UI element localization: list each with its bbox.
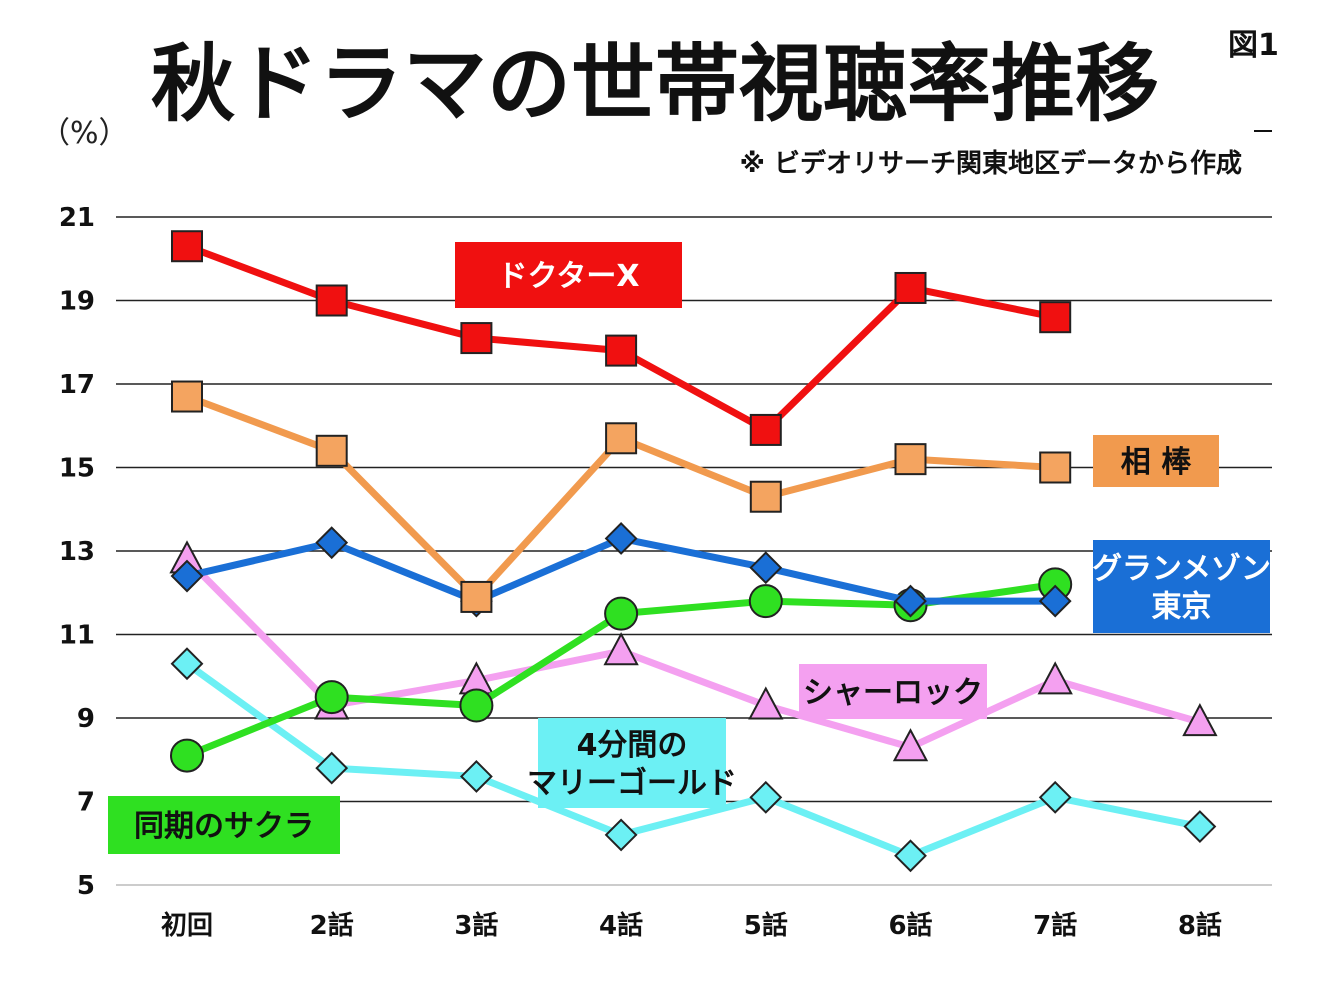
y-tick-label: 9	[77, 704, 95, 734]
data-point	[748, 584, 783, 619]
data-point	[460, 322, 493, 355]
data-point	[749, 413, 782, 446]
y-tick-label: 21	[59, 203, 95, 233]
data-point	[894, 839, 927, 873]
series-lines	[169, 230, 1218, 873]
series-label-text: シャーロック	[803, 676, 983, 711]
data-point	[1038, 780, 1072, 814]
figure-label: 図1	[1228, 28, 1279, 63]
data-point	[314, 680, 349, 715]
x-tick-label: 5話	[744, 910, 788, 941]
y-tick-label: 15	[59, 454, 95, 484]
data-point	[749, 551, 783, 585]
data-point	[1039, 451, 1072, 484]
series-line	[183, 660, 1204, 860]
data-point	[894, 443, 927, 476]
x-tick-label: 8話	[1178, 910, 1222, 941]
series-label-text: グランメゾン	[1092, 552, 1271, 587]
x-tick-label: 7話	[1033, 910, 1077, 941]
data-point	[894, 271, 927, 304]
data-point	[1037, 661, 1073, 695]
data-point	[605, 422, 638, 455]
data-point	[171, 380, 203, 413]
series-label-text: 同期のサクラ	[134, 809, 314, 844]
x-tick-label: 2話	[310, 910, 354, 941]
data-point	[459, 688, 494, 723]
data-point	[315, 751, 349, 785]
y-tick-label: 11	[59, 621, 95, 651]
series-label-box	[538, 718, 726, 808]
y-tick-label: 17	[59, 370, 95, 400]
x-tick-label: 初回	[161, 911, 213, 941]
data-point	[170, 738, 204, 773]
data-point	[892, 728, 929, 762]
data-point	[604, 522, 638, 555]
data-point	[605, 334, 638, 367]
series-label-box	[455, 242, 682, 308]
series-label-box	[1093, 540, 1270, 633]
series-label-text: ドクターX	[498, 259, 640, 294]
x-axis-ticks: 初回 2話 3話 4話 5話 6話 7話 8話	[161, 910, 1222, 941]
data-point	[604, 818, 638, 852]
y-axis-unit: （%）	[40, 116, 129, 151]
series-label-text: 東京	[1152, 590, 1212, 625]
data-point	[894, 584, 927, 618]
series-label-box	[799, 664, 987, 719]
x-tick-label: 6話	[888, 910, 932, 941]
series-label-box	[108, 796, 340, 854]
y-tick-label: 13	[59, 537, 95, 567]
data-point	[170, 559, 204, 593]
data-point	[1182, 703, 1218, 737]
data-point	[1183, 810, 1217, 843]
data-point	[749, 780, 783, 814]
source-note: ※ ビデオリサーチ関東地区データから作成	[740, 148, 1242, 179]
data-point	[315, 284, 348, 317]
data-point	[1038, 584, 1072, 618]
y-tick-label: 5	[77, 871, 95, 901]
data-point	[459, 760, 493, 793]
data-point	[749, 480, 782, 513]
data-point	[315, 526, 349, 560]
data-point	[460, 580, 493, 613]
x-tick-label: 3話	[454, 910, 498, 941]
data-point	[315, 434, 348, 467]
data-point	[1039, 301, 1072, 334]
series-label-box	[1093, 435, 1219, 487]
data-point	[170, 647, 204, 681]
data-point	[171, 230, 203, 263]
series-label-text: 相 棒	[1121, 445, 1192, 480]
series-label-text: 4分間の	[577, 728, 688, 763]
data-point	[604, 596, 639, 631]
y-tick-label: 19	[59, 287, 95, 317]
data-point	[748, 686, 784, 720]
y-tick-label: 7	[77, 788, 95, 818]
x-tick-label: 4話	[599, 910, 643, 941]
y-axis-ticks: 5 7 9 11 13 15 17 19 21	[59, 203, 95, 901]
data-point	[603, 632, 639, 666]
chart-title: 秋ドラマの世帯視聴率推移	[151, 35, 1159, 133]
series-label-text: マリーゴールド	[527, 766, 737, 801]
